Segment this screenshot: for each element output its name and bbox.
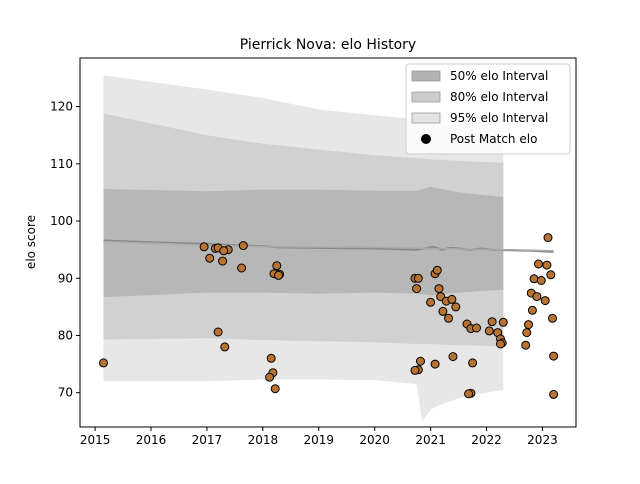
data-point — [529, 274, 539, 284]
data-point — [412, 284, 422, 294]
data-point — [548, 313, 557, 323]
legend-label: 95% elo Interval — [450, 111, 548, 125]
data-point — [540, 296, 550, 306]
data-point — [487, 317, 497, 327]
data-point — [549, 351, 559, 361]
data-point — [496, 339, 505, 349]
interval-band-2 — [103, 186, 504, 298]
data-point — [416, 356, 425, 366]
legend: 50% elo Interval 80% elo Interval 95% elo … — [405, 63, 571, 155]
y-axis-label: elo score — [24, 215, 38, 269]
x-tick-label: 2018 — [248, 433, 279, 447]
data-point — [522, 328, 532, 338]
data-point — [546, 270, 556, 280]
data-point — [220, 342, 230, 352]
legend-box — [405, 63, 571, 155]
data-point — [451, 302, 461, 312]
y-tick-label: 80 — [58, 328, 73, 342]
data-point — [199, 242, 209, 252]
data-point — [444, 313, 453, 323]
data-point — [274, 270, 283, 280]
data-point — [219, 246, 229, 256]
y-axis: 70 80 90 100 110 120 — [50, 100, 80, 400]
data-point — [549, 389, 559, 399]
data-point — [432, 265, 442, 275]
data-point — [410, 365, 420, 375]
data-point — [426, 297, 436, 307]
y-tick-label: 100 — [50, 214, 73, 228]
data-point — [272, 261, 282, 271]
y-tick-label: 120 — [50, 100, 73, 114]
x-tick-label: 2019 — [303, 433, 334, 447]
x-tick-label: 2017 — [192, 433, 223, 447]
data-point — [434, 284, 444, 294]
x-axis: 2015 2016 2017 2018 2019 2020 2021 2022 2023 — [80, 427, 558, 447]
legend-label: Post Match elo — [450, 132, 537, 146]
data-point — [99, 358, 108, 368]
x-tick-label: 2022 — [471, 433, 502, 447]
x-tick-label: 2016 — [136, 433, 167, 447]
data-point — [413, 273, 423, 283]
data-point — [237, 263, 247, 273]
legend-label: 80% elo Interval — [450, 90, 548, 104]
legend-marker — [421, 134, 431, 144]
data-point — [542, 260, 552, 270]
x-tick-label: 2023 — [527, 433, 558, 447]
data-point — [430, 359, 440, 369]
x-tick-label: 2021 — [415, 433, 446, 447]
legend-swatch — [411, 112, 441, 124]
plot-area — [99, 75, 559, 422]
data-point — [464, 389, 474, 399]
x-tick-label: 2015 — [80, 433, 111, 447]
data-point — [218, 256, 228, 266]
legend-swatch — [411, 70, 441, 82]
data-point — [524, 320, 533, 330]
data-point — [532, 292, 542, 302]
data-point — [448, 352, 458, 362]
legend-label: 50% elo Interval — [450, 69, 548, 83]
data-point — [205, 253, 215, 263]
data-point — [447, 294, 457, 304]
data-point — [498, 317, 508, 327]
data-point — [238, 241, 248, 251]
x-tick-label: 2020 — [359, 433, 390, 447]
data-point — [270, 384, 280, 394]
data-point — [527, 305, 537, 315]
data-point — [266, 353, 276, 363]
data-point — [536, 276, 546, 285]
legend-swatch — [411, 91, 441, 103]
y-tick-label: 90 — [58, 271, 73, 285]
chart-title: Pierrick Nova: elo History — [240, 37, 416, 53]
data-point — [543, 233, 553, 243]
data-point — [521, 340, 531, 350]
data-point — [468, 358, 478, 368]
data-point — [472, 323, 481, 333]
data-point — [438, 306, 448, 316]
y-tick-label: 110 — [50, 157, 73, 171]
axes-frame — [79, 57, 577, 428]
data-point — [534, 259, 543, 269]
y-tick-label: 70 — [58, 386, 73, 400]
data-point — [484, 326, 494, 336]
data-point — [265, 372, 275, 382]
data-point — [213, 327, 223, 337]
